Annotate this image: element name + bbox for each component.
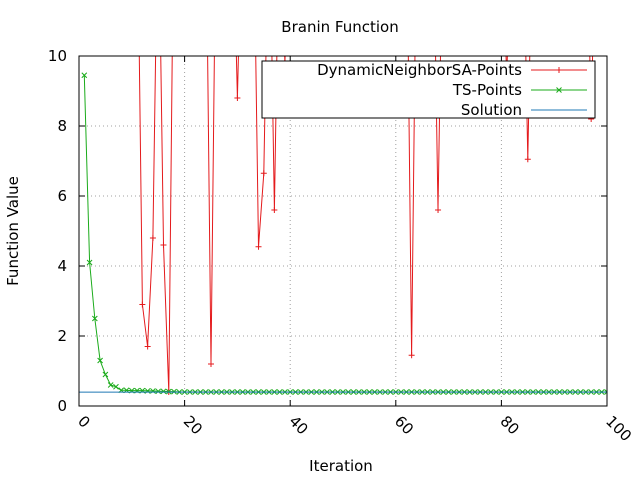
data-point <box>113 383 119 390</box>
legend-label: Solution <box>461 101 522 119</box>
data-point <box>86 259 93 266</box>
data-point <box>604 389 607 395</box>
legend-label: TS-Points <box>452 81 522 99</box>
legend: DynamicNeighborSA-Points TS-Points Solutio… <box>261 60 596 119</box>
data-point <box>435 207 442 213</box>
plot-area <box>79 56 607 395</box>
legend-swatch-marker <box>556 67 562 73</box>
data-point <box>271 207 278 213</box>
data-point <box>144 343 151 350</box>
data-point <box>91 315 98 322</box>
data-point <box>107 382 114 388</box>
data-point <box>139 301 146 308</box>
data-point <box>255 243 262 250</box>
y-tick-label: 10 <box>48 47 67 65</box>
data-point <box>524 156 531 163</box>
y-tick-label: 0 <box>57 397 67 415</box>
x-axis-label: Iteration <box>309 457 373 475</box>
data-point <box>150 388 156 394</box>
chart-title: Branin Function <box>281 18 398 36</box>
data-point <box>102 371 109 378</box>
data-point <box>149 235 156 241</box>
y-tick-label: 2 <box>57 327 67 345</box>
y-tick-label: 6 <box>57 187 67 205</box>
data-point <box>155 388 162 395</box>
data-point <box>208 361 214 367</box>
data-point <box>81 72 88 79</box>
data-point <box>97 357 103 364</box>
y-tick-label: 8 <box>57 117 67 135</box>
data-point <box>160 388 167 395</box>
legend-swatch-marker <box>556 87 562 93</box>
plot-border <box>78 55 608 407</box>
y-tick-label: 4 <box>57 257 67 275</box>
data-point <box>160 242 167 248</box>
data-point <box>144 388 151 394</box>
data-point <box>408 352 415 359</box>
data-point <box>234 95 241 101</box>
y-axis-label: Function Value <box>4 176 22 286</box>
legend-label: DynamicNeighborSA-Points <box>317 61 522 79</box>
data-point <box>260 170 267 177</box>
